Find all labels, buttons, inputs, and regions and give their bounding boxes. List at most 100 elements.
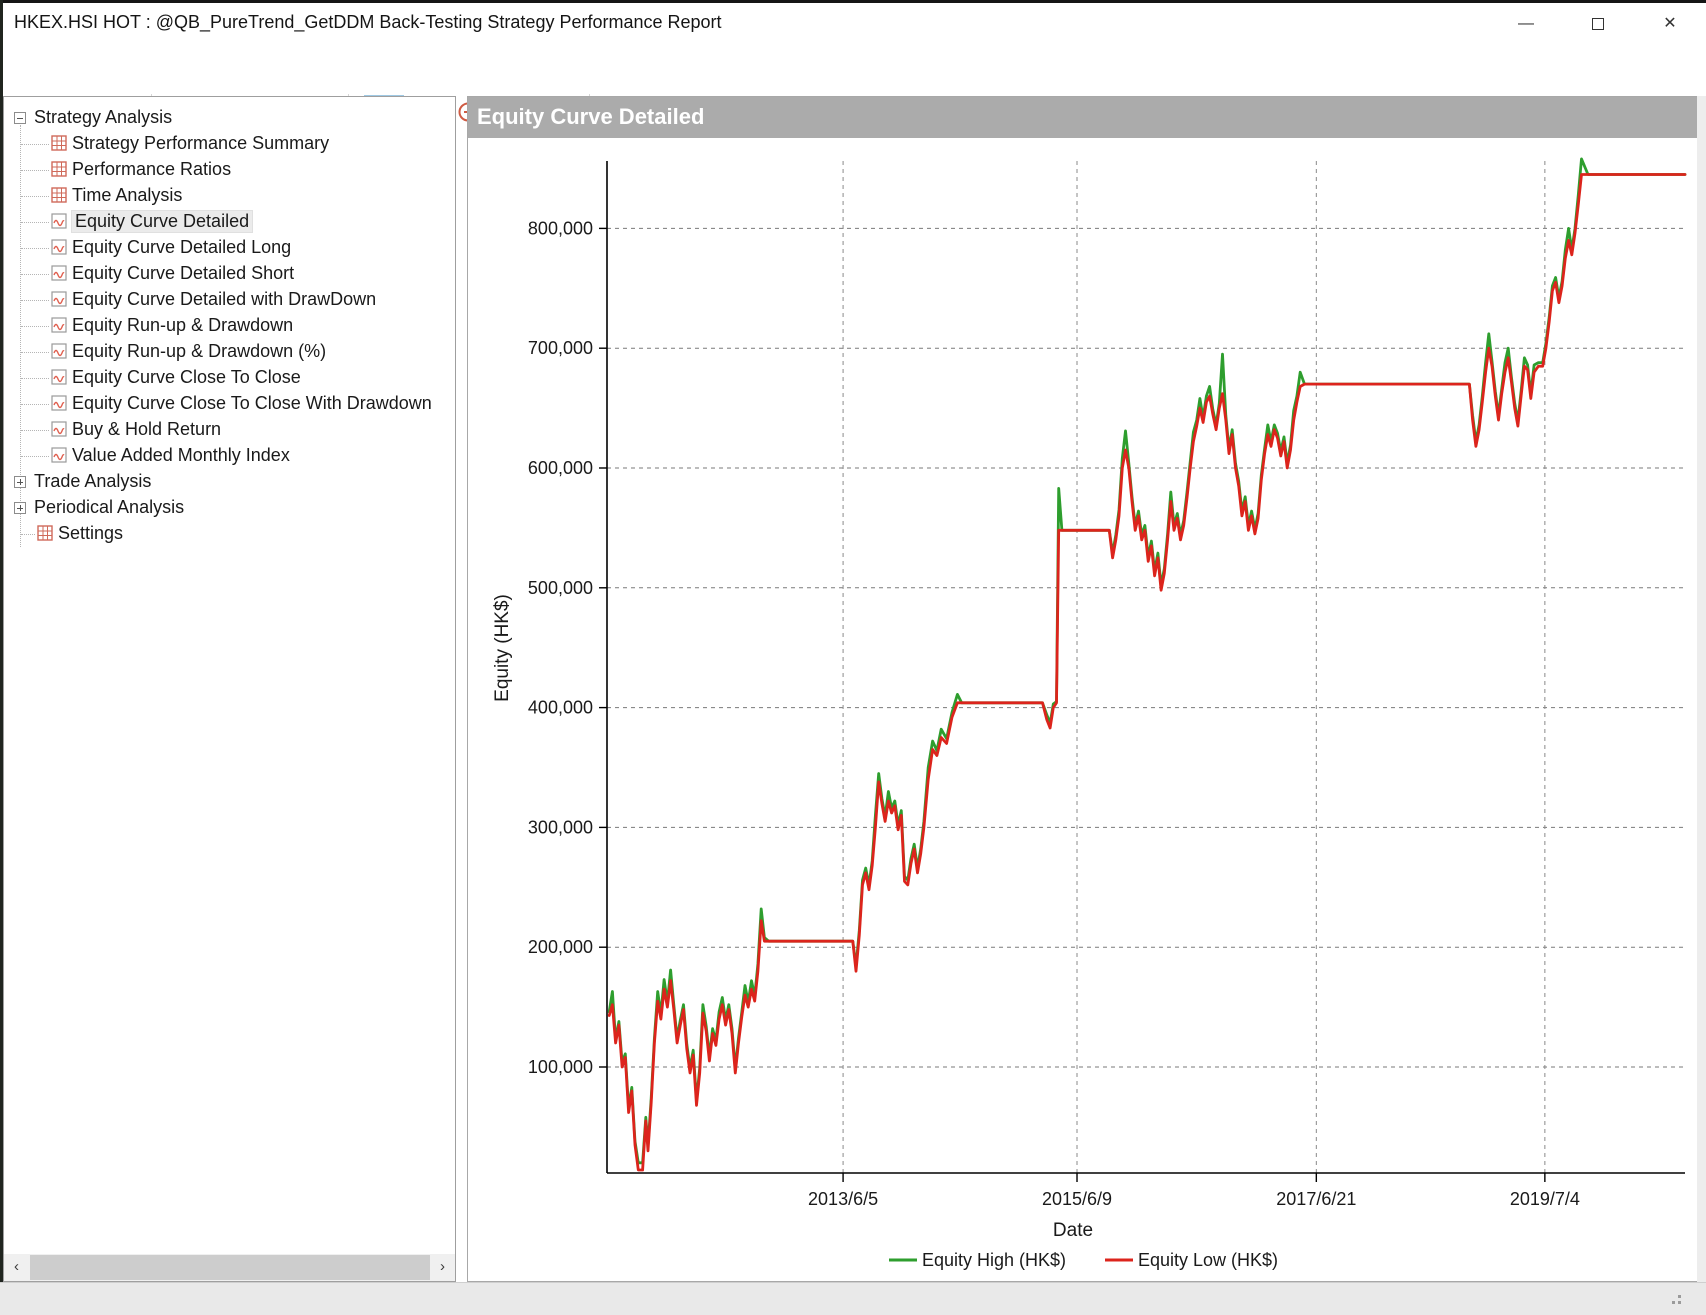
tree-item[interactable]: Periodical Analysis	[4, 495, 455, 521]
chart-title: Equity Curve Detailed	[477, 104, 704, 130]
tree-guide-stub	[21, 378, 49, 379]
svg-text:800,000: 800,000	[528, 218, 593, 238]
chart-report-icon	[51, 265, 67, 286]
window-right-edge	[1697, 96, 1706, 1282]
tree-item[interactable]: Strategy Performance Summary	[4, 131, 455, 157]
title-bar: HKEX.HSI HOT : @QB_PureTrend_GetDDM Back…	[3, 3, 1706, 44]
tree-item-label[interactable]: Periodical Analysis	[34, 497, 184, 518]
tree-guide-stub	[21, 534, 35, 535]
resize-grip	[1678, 1301, 1681, 1304]
tree-guide-stub	[21, 144, 49, 145]
tree-item-label[interactable]: Trade Analysis	[34, 471, 151, 492]
tree-guide-stub	[21, 248, 49, 249]
window-title: HKEX.HSI HOT : @QB_PureTrend_GetDDM Back…	[14, 12, 722, 33]
tree-guide-stub	[21, 300, 49, 301]
maximize-button[interactable]	[1575, 7, 1621, 41]
report-tree-panel: Strategy Analysis Strategy Performance Su…	[3, 96, 456, 1282]
resize-grip[interactable]	[1678, 1295, 1681, 1298]
tree-item-label[interactable]: Settings	[58, 523, 123, 544]
svg-text:2013/6/5: 2013/6/5	[808, 1189, 878, 1209]
legend-label-equity-low: Equity Low (HK$)	[1138, 1250, 1278, 1270]
tree-item[interactable]: Performance Ratios	[4, 157, 455, 183]
tree-guide-stub	[21, 404, 49, 405]
tree-guide-stub	[21, 170, 49, 171]
window-top-border	[0, 0, 1706, 3]
toolbar: ⚙	[3, 44, 1706, 96]
svg-text:100,000: 100,000	[528, 1057, 593, 1077]
tree-item-label[interactable]: Buy & Hold Return	[72, 419, 221, 440]
svg-text:2017/6/21: 2017/6/21	[1276, 1189, 1356, 1209]
tree-item[interactable]: Settings	[4, 521, 455, 547]
tree-item[interactable]: Equity Curve Detailed with DrawDown	[4, 287, 455, 313]
equity-curve-chart[interactable]: 100,000200,000300,000400,000500,000600,0…	[468, 138, 1697, 1281]
chart-report-icon	[51, 369, 67, 390]
sidebar-horizontal-scrollbar[interactable]: ‹ ›	[4, 1254, 455, 1281]
tree-item-label[interactable]: Equity Curve Detailed with DrawDown	[72, 289, 376, 310]
axes	[599, 161, 1685, 1182]
tree-item-label[interactable]: Equity Curve Detailed Short	[72, 263, 294, 284]
expand-icon[interactable]	[14, 476, 26, 488]
chart-report-icon	[51, 317, 67, 338]
tree-item[interactable]: Equity Curve Detailed Long	[4, 235, 455, 261]
tree-guide-stub	[21, 430, 49, 431]
chart-panel: Equity Curve Detailed 100,000 200,000 300,…	[467, 96, 1698, 1282]
y-axis-title: Equity (HK$)	[492, 594, 513, 702]
tree-item-label[interactable]: Equity Run-up & Drawdown (%)	[72, 341, 326, 362]
maximize-icon	[1592, 18, 1604, 30]
svg-text:2019/7/4: 2019/7/4	[1510, 1189, 1580, 1209]
svg-text:700,000: 700,000	[528, 338, 593, 358]
tree-item[interactable]: Time Analysis	[4, 183, 455, 209]
tree-guide-stub	[21, 456, 49, 457]
tree-item-label[interactable]: Equity Curve Close To Close	[72, 367, 301, 388]
chart-report-icon	[51, 239, 67, 260]
tree-item[interactable]: Equity Run-up & Drawdown (%)	[4, 339, 455, 365]
chart-report-icon	[51, 291, 67, 312]
tree-item[interactable]: Equity Curve Close To Close With Drawdow…	[4, 391, 455, 417]
tree-item[interactable]: Equity Run-up & Drawdown	[4, 313, 455, 339]
tree-item[interactable]: Strategy Analysis	[4, 105, 455, 131]
chart-report-icon	[51, 421, 67, 442]
svg-text:500,000: 500,000	[528, 578, 593, 598]
close-button[interactable]: ✕	[1647, 7, 1693, 41]
scrollbar-thumb[interactable]	[30, 1255, 430, 1280]
tree-item-label[interactable]: Equity Curve Detailed Long	[72, 237, 291, 258]
scroll-left-arrow[interactable]: ‹	[4, 1254, 29, 1281]
minimize-button[interactable]: —	[1503, 7, 1549, 41]
tree-item[interactable]: Value Added Monthly Index	[4, 443, 455, 469]
legend: Equity High (HK$) Equity Low (HK$)	[889, 1250, 1278, 1270]
tree-item-label[interactable]: Equity Curve Detailed	[72, 211, 252, 232]
tree-item-label[interactable]: Equity Curve Close To Close With Drawdow…	[72, 393, 432, 414]
scroll-right-arrow[interactable]: ›	[430, 1254, 455, 1281]
app-window: HKEX.HSI HOT : @QB_PureTrend_GetDDM Back…	[0, 0, 1706, 1315]
tree-item[interactable]: Equity Curve Detailed	[4, 209, 455, 235]
tree-item-label[interactable]: Time Analysis	[72, 185, 182, 206]
tree-item[interactable]: Equity Curve Detailed Short	[4, 261, 455, 287]
svg-text:200,000: 200,000	[528, 937, 593, 957]
table-report-icon	[51, 161, 67, 182]
table-report-icon	[37, 525, 53, 546]
x-axis-title: Date	[1053, 1220, 1093, 1241]
legend-label-equity-high: Equity High (HK$)	[922, 1250, 1066, 1270]
table-report-icon	[51, 135, 67, 156]
window-left-border	[0, 0, 3, 1290]
tree-item[interactable]: Trade Analysis	[4, 469, 455, 495]
tree-item-label[interactable]: Value Added Monthly Index	[72, 445, 290, 466]
table-report-icon	[51, 187, 67, 208]
tree-guide-stub	[21, 274, 49, 275]
tree-item[interactable]: Buy & Hold Return	[4, 417, 455, 443]
gridlines	[607, 161, 1685, 1173]
svg-text:600,000: 600,000	[528, 458, 593, 478]
collapse-icon[interactable]	[14, 112, 26, 124]
chart-header-bar: Equity Curve Detailed	[468, 97, 1697, 138]
tree-item[interactable]: Equity Curve Close To Close	[4, 365, 455, 391]
svg-text:300,000: 300,000	[528, 817, 593, 837]
expand-icon[interactable]	[14, 502, 26, 514]
tree-item-label[interactable]: Performance Ratios	[72, 159, 231, 180]
tree-item-label[interactable]: Strategy Performance Summary	[72, 133, 329, 154]
axis-tick-labels: 100,000200,000300,000400,000500,000600,0…	[528, 218, 1580, 1209]
tree-guide-stub	[21, 222, 49, 223]
tree-guide-stub	[21, 352, 49, 353]
chart-report-icon	[51, 447, 67, 468]
tree-item-label[interactable]: Equity Run-up & Drawdown	[72, 315, 293, 336]
tree-item-label[interactable]: Strategy Analysis	[34, 107, 172, 128]
